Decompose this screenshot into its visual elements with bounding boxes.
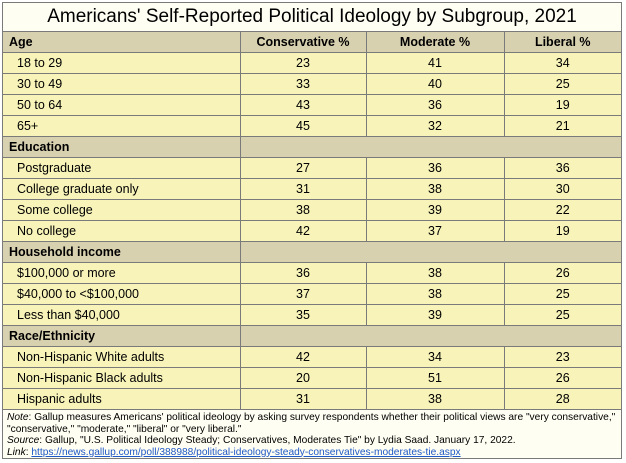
section-header-row: Household income (3, 241, 621, 263)
table-row: 30 to 49 33 40 25 (3, 73, 621, 95)
link-label: Link (7, 446, 26, 458)
section-header-row: Education (3, 136, 621, 158)
link-separator: : (25, 446, 32, 458)
liberal-value: 21 (503, 115, 621, 137)
conservative-value: 42 (239, 220, 367, 242)
liberal-value: 26 (503, 262, 621, 284)
row-label: 65+ (3, 115, 241, 137)
label-header: Age (3, 32, 241, 53)
conservative-value: 33 (239, 73, 367, 95)
table-row: 50 to 64 43 36 19 (3, 94, 621, 116)
row-label: No college (3, 220, 241, 242)
conservative-value: 23 (239, 52, 367, 74)
liberal-value: 19 (503, 220, 621, 242)
moderate-value: 39 (365, 304, 505, 326)
section-header-blank (239, 241, 621, 263)
liberal-value: 23 (503, 346, 621, 368)
conservative-value: 35 (239, 304, 367, 326)
moderate-value: 41 (365, 52, 505, 74)
moderate-value: 39 (365, 199, 505, 221)
table-row: Postgraduate 27 36 36 (3, 157, 621, 179)
source-text: : Gallup, "U.S. Political Ideology Stead… (39, 435, 516, 446)
row-label: 30 to 49 (3, 73, 241, 95)
table-row: Non-Hispanic Black adults 20 51 26 (3, 367, 621, 389)
moderate-value: 38 (365, 262, 505, 284)
row-label: College graduate only (3, 178, 241, 200)
table-row: College graduate only 31 38 30 (3, 178, 621, 200)
moderate-value: 38 (365, 178, 505, 200)
source-line: Source: Gallup, "U.S. Political Ideology… (7, 435, 617, 447)
section-title: Education (3, 136, 241, 158)
moderate-value: 40 (365, 73, 505, 95)
conservative-value: 20 (239, 367, 367, 389)
table-row: $40,000 to <$100,000 37 38 25 (3, 283, 621, 305)
table-row: 18 to 29 23 41 34 (3, 52, 621, 74)
liberal-value: 25 (503, 283, 621, 305)
source-label: Source (7, 435, 40, 446)
table-frame: Americans' Self-Reported Political Ideol… (2, 2, 622, 459)
footnotes: Note: Gallup measures Americans' politic… (3, 410, 621, 458)
moderate-value: 34 (365, 346, 505, 368)
liberal-value: 19 (503, 94, 621, 116)
row-label: 50 to 64 (3, 94, 241, 116)
table-row: Hispanic adults 31 38 28 (3, 388, 621, 410)
moderate-value: 36 (365, 157, 505, 179)
table-row: Non-Hispanic White adults 42 34 23 (3, 346, 621, 368)
source-link[interactable]: https://news.gallup.com/poll/388988/poli… (31, 446, 461, 458)
header-row: Age Conservative % Moderate % Liberal % (3, 32, 621, 53)
note-text: : Gallup measures Americans' political i… (7, 412, 616, 435)
conservative-value: 43 (239, 94, 367, 116)
row-label: Less than $40,000 (3, 304, 241, 326)
moderate-value: 38 (365, 388, 505, 410)
section-header-row: Race/Ethnicity (3, 325, 621, 347)
liberal-value: 34 (503, 52, 621, 74)
liberal-value: 26 (503, 367, 621, 389)
link-line: Link: https://news.gallup.com/poll/38898… (7, 447, 617, 459)
moderate-value: 37 (365, 220, 505, 242)
conservative-value: 27 (239, 157, 367, 179)
row-label: $100,000 or more (3, 262, 241, 284)
conservative-value: 42 (239, 346, 367, 368)
liberal-value: 28 (503, 388, 621, 410)
liberal-value: 30 (503, 178, 621, 200)
table-row: $100,000 or more 36 38 26 (3, 262, 621, 284)
table-row: 65+ 45 32 21 (3, 115, 621, 137)
row-label: Non-Hispanic White adults (3, 346, 241, 368)
liberal-header: Liberal % (503, 32, 621, 53)
row-label: 18 to 29 (3, 52, 241, 74)
conservative-value: 38 (239, 199, 367, 221)
section-header-blank (239, 136, 621, 158)
liberal-value: 25 (503, 73, 621, 95)
moderate-value: 36 (365, 94, 505, 116)
conservative-value: 31 (239, 178, 367, 200)
table-row: Less than $40,000 35 39 25 (3, 304, 621, 326)
moderate-value: 51 (365, 367, 505, 389)
row-label: Some college (3, 199, 241, 221)
table-row: No college 42 37 19 (3, 220, 621, 242)
row-label: $40,000 to <$100,000 (3, 283, 241, 305)
note-label: Note (7, 412, 29, 423)
table-row: Some college 38 39 22 (3, 199, 621, 221)
conservative-value: 31 (239, 388, 367, 410)
note-line: Note: Gallup measures Americans' politic… (7, 412, 617, 435)
page-title: Americans' Self-Reported Political Ideol… (3, 3, 621, 32)
conservative-header: Conservative % (239, 32, 367, 53)
section-header-blank (239, 325, 621, 347)
conservative-value: 37 (239, 283, 367, 305)
ideology-table: Age Conservative % Moderate % Liberal % 18 t… (3, 32, 621, 410)
moderate-value: 38 (365, 283, 505, 305)
row-label: Non-Hispanic Black adults (3, 367, 241, 389)
moderate-header: Moderate % (365, 32, 505, 53)
liberal-value: 36 (503, 157, 621, 179)
conservative-value: 36 (239, 262, 367, 284)
row-label: Postgraduate (3, 157, 241, 179)
liberal-value: 25 (503, 304, 621, 326)
moderate-value: 32 (365, 115, 505, 137)
liberal-value: 22 (503, 199, 621, 221)
section-title: Household income (3, 241, 241, 263)
conservative-value: 45 (239, 115, 367, 137)
row-label: Hispanic adults (3, 388, 241, 410)
section-title: Race/Ethnicity (3, 325, 241, 347)
